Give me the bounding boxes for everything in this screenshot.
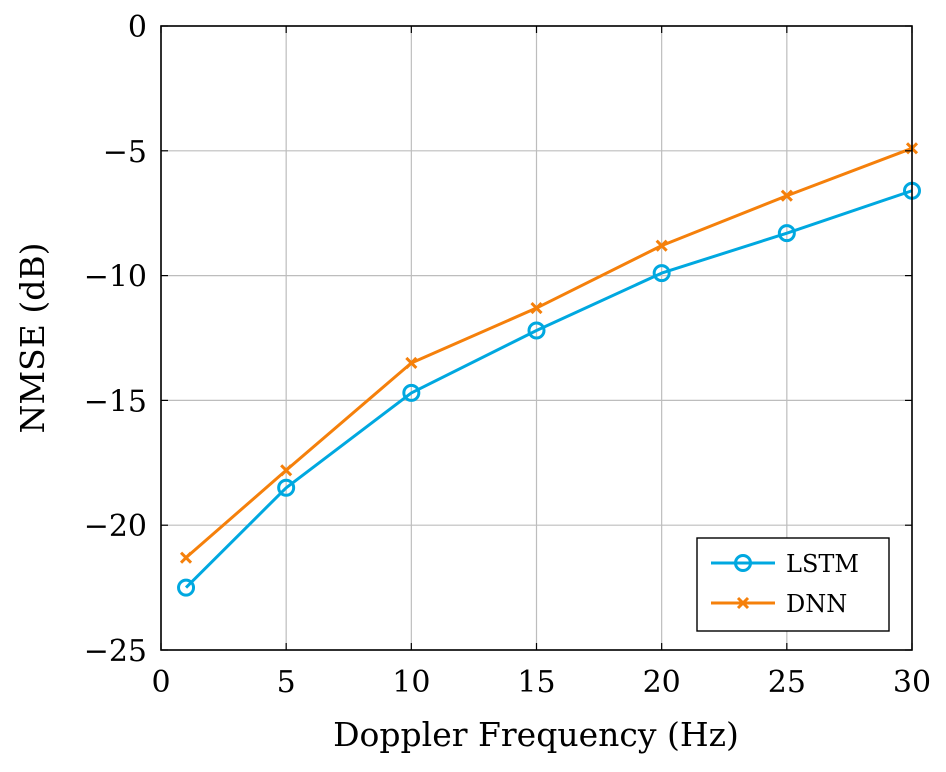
data-point-circle (527, 321, 546, 340)
cross-stroke (179, 551, 193, 564)
data-point-circle (177, 578, 196, 597)
cross-stroke (736, 596, 750, 610)
data-point-cross (780, 189, 793, 202)
data-point-cross (736, 596, 750, 610)
series-lstm (177, 181, 921, 597)
y-tick-label: −10 (84, 260, 147, 295)
series-line (184, 189, 913, 589)
x-tick-label: 0 (151, 665, 170, 700)
x-tick-label: 20 (643, 665, 681, 700)
legend-item-dnn: DNN (711, 590, 847, 618)
data-point-cross (405, 356, 418, 370)
x-tick-label: 10 (392, 665, 430, 700)
legend: LSTM DNN (696, 537, 890, 632)
data-point-circle (734, 554, 752, 572)
y-tick-label: −25 (84, 634, 147, 669)
series-layer (177, 142, 921, 597)
legend-items: LSTM DNN (711, 550, 859, 618)
x-tick-label: 30 (893, 665, 931, 700)
y-tick-label: −15 (84, 384, 147, 419)
y-tick-label: 0 (128, 10, 147, 45)
data-point-cross (655, 239, 668, 252)
data-point-cross (530, 301, 543, 315)
legend-label: LSTM (786, 550, 859, 578)
legend-item-lstm: LSTM (711, 550, 859, 578)
data-point-circle (652, 264, 671, 283)
data-point-circle (402, 383, 421, 402)
legend-box (696, 537, 890, 632)
y-tick-label: −20 (84, 509, 147, 544)
data-point-circle (277, 478, 296, 497)
cross-stroke (280, 464, 293, 477)
tick-marks (160, 25, 913, 651)
cross-stroke (655, 239, 668, 252)
series-dnn (179, 142, 919, 564)
cross-stroke (405, 356, 418, 370)
series-line (185, 146, 913, 559)
x-axis-label: Doppler Frequency (Hz) (333, 715, 739, 754)
cross-stroke (780, 189, 793, 202)
x-tick-label: 25 (768, 665, 806, 700)
y-tick-labels: 0 −5 −10 −15 −20 −25 (84, 10, 147, 669)
cross-stroke (530, 301, 543, 315)
y-axis-label: NMSE (dB) (13, 243, 52, 434)
data-point-cross (179, 551, 193, 564)
data-point-circle (777, 224, 796, 243)
x-tick-label: 5 (277, 665, 296, 700)
y-tick-label: −5 (103, 135, 147, 170)
legend-label: DNN (786, 590, 847, 618)
x-tick-labels: 0 5 10 15 20 25 30 (151, 665, 931, 700)
x-tick-label: 15 (517, 665, 555, 700)
data-point-cross (280, 464, 293, 477)
